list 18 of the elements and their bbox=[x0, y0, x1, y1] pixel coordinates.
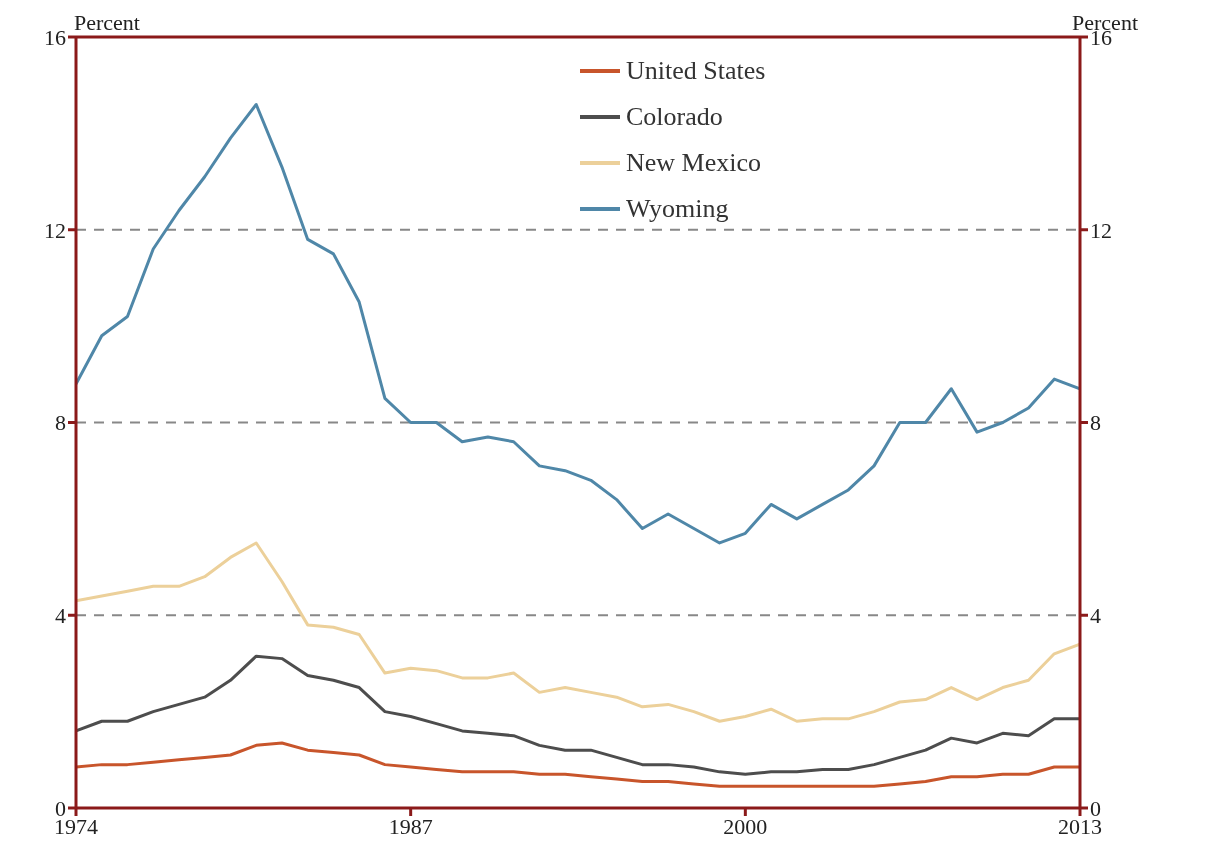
line-series bbox=[76, 102, 1080, 545]
y2-tick-label: 8 bbox=[1090, 410, 1101, 436]
legend-label: Wyoming bbox=[626, 193, 729, 225]
y2-tick-label: 4 bbox=[1090, 603, 1101, 629]
line-series bbox=[76, 654, 1080, 776]
legend-label: Colorado bbox=[626, 101, 723, 133]
x-tick-label: 2000 bbox=[723, 813, 768, 839]
line-series bbox=[76, 541, 1080, 723]
y-tick-label: 8 bbox=[55, 410, 66, 436]
y-tick-label: 12 bbox=[44, 217, 66, 243]
y2-tick-label: 12 bbox=[1090, 217, 1112, 243]
y-tick-label: 16 bbox=[44, 24, 66, 50]
legend-label: United States bbox=[626, 55, 766, 87]
x-tick-label: 1987 bbox=[388, 813, 433, 839]
y-tick-label: 4 bbox=[55, 603, 66, 629]
line-series bbox=[76, 741, 1080, 788]
legend-label: New Mexico bbox=[626, 147, 762, 179]
y-axis-title: Percent bbox=[74, 10, 140, 36]
